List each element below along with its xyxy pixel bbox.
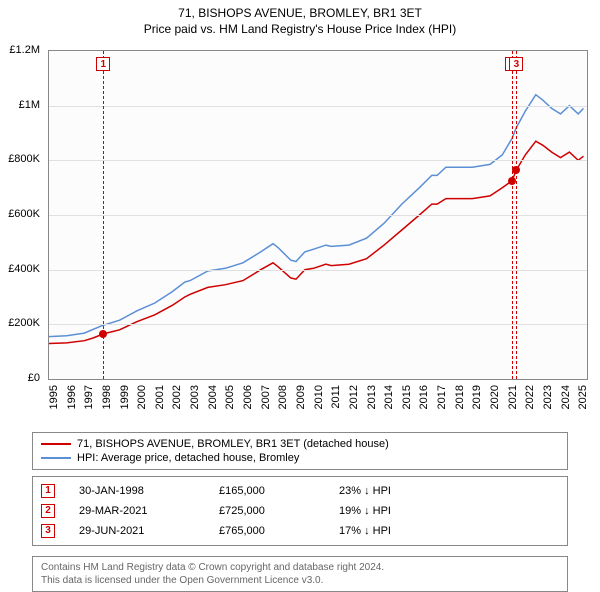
event-pct: 23% ↓ HPI: [339, 485, 449, 497]
x-tick-label: 2005: [224, 385, 236, 409]
x-axis: 1995 1996 1997 1998 1999 2000 2001 2002 2003 2004…: [48, 381, 588, 431]
x-tick-label: 2013: [366, 385, 378, 409]
x-tick-label: 2022: [524, 385, 536, 409]
x-tick-label: 1998: [101, 385, 113, 409]
event-legend-row: 1 30-JAN-1998£165,00023% ↓ HPI: [41, 481, 559, 501]
x-tick-label: 2010: [313, 385, 325, 409]
event-date: 29-JUN-2021: [79, 525, 219, 537]
event-legend-marker: 2: [41, 504, 55, 518]
x-tick-label: 2000: [136, 385, 148, 409]
x-tick-label: 2024: [560, 385, 572, 409]
event-legend-row: 2 29-MAR-2021£725,00019% ↓ HPI: [41, 501, 559, 521]
series-line-price_paid: [49, 141, 584, 343]
event-price: £165,000: [219, 485, 339, 497]
legend-events-box: 1 30-JAN-1998£165,00023% ↓ HPI 2 29-MAR-202…: [32, 476, 568, 546]
event-line: [512, 51, 513, 379]
price-point-dot: [508, 177, 516, 185]
legend-row: HPI: Average price, detached house, Brom…: [41, 451, 559, 465]
x-tick-label: 2025: [577, 385, 589, 409]
x-tick-label: 2007: [260, 385, 272, 409]
credit-line-1: Contains HM Land Registry data © Crown c…: [41, 561, 559, 574]
y-tick-label: £0: [28, 372, 40, 384]
gridline: [49, 106, 587, 107]
title-subtitle: Price paid vs. HM Land Registry's House …: [0, 22, 600, 36]
x-tick-label: 2023: [542, 385, 554, 409]
event-legend-row: 3 29-JUN-2021£765,00017% ↓ HPI: [41, 521, 559, 541]
legend-swatch: [41, 443, 71, 445]
title-block: 71, BISHOPS AVENUE, BROMLEY, BR1 3ET Pri…: [0, 0, 600, 36]
event-date: 29-MAR-2021: [79, 505, 219, 517]
gridline: [49, 324, 587, 325]
event-marker: 3: [509, 57, 523, 71]
y-tick-label: £1.2M: [9, 44, 40, 56]
y-tick-label: £200K: [8, 317, 40, 329]
title-address: 71, BISHOPS AVENUE, BROMLEY, BR1 3ET: [0, 6, 600, 20]
legend-series-box: 71, BISHOPS AVENUE, BROMLEY, BR1 3ET (de…: [32, 432, 568, 470]
x-tick-label: 2020: [489, 385, 501, 409]
price-point-dot: [512, 166, 520, 174]
gridline: [49, 215, 587, 216]
event-pct: 17% ↓ HPI: [339, 525, 449, 537]
chart-container: 71, BISHOPS AVENUE, BROMLEY, BR1 3ET Pri…: [0, 0, 600, 590]
x-tick-label: 2006: [242, 385, 254, 409]
x-tick-label: 1996: [66, 385, 78, 409]
legend-label: 71, BISHOPS AVENUE, BROMLEY, BR1 3ET (de…: [77, 438, 389, 450]
price-point-dot: [99, 330, 107, 338]
x-tick-label: 2019: [471, 385, 483, 409]
event-price: £725,000: [219, 505, 339, 517]
x-tick-label: 2021: [507, 385, 519, 409]
credits-box: Contains HM Land Registry data © Crown c…: [32, 556, 568, 592]
x-tick-label: 2012: [348, 385, 360, 409]
event-price: £765,000: [219, 525, 339, 537]
event-pct: 19% ↓ HPI: [339, 505, 449, 517]
gridline: [49, 160, 587, 161]
x-tick-label: 1995: [48, 385, 60, 409]
credit-line-2: This data is licensed under the Open Gov…: [41, 574, 559, 587]
event-legend-marker: 1: [41, 484, 55, 498]
x-tick-label: 2015: [401, 385, 413, 409]
legend-label: HPI: Average price, detached house, Brom…: [77, 452, 299, 464]
x-tick-label: 2004: [207, 385, 219, 409]
x-tick-label: 2001: [154, 385, 166, 409]
y-tick-label: £1M: [19, 99, 40, 111]
x-tick-label: 2002: [171, 385, 183, 409]
gridline: [49, 270, 587, 271]
y-tick-label: £800K: [8, 153, 40, 165]
y-tick-label: £600K: [8, 208, 40, 220]
x-tick-label: 2018: [454, 385, 466, 409]
chart-plot-area: 123: [48, 50, 588, 380]
x-tick-label: 2009: [295, 385, 307, 409]
x-tick-label: 2003: [189, 385, 201, 409]
x-tick-label: 2016: [418, 385, 430, 409]
x-tick-label: 2014: [383, 385, 395, 409]
x-tick-label: 2011: [330, 385, 342, 409]
y-axis: £0£200K£400K£600K£800K£1M£1.2M: [0, 50, 44, 380]
legend-swatch: [41, 457, 71, 459]
event-marker: 1: [96, 57, 110, 71]
legend-row: 71, BISHOPS AVENUE, BROMLEY, BR1 3ET (de…: [41, 437, 559, 451]
event-line: [516, 51, 517, 379]
event-legend-marker: 3: [41, 524, 55, 538]
x-tick-label: 2017: [436, 385, 448, 409]
x-tick-label: 1997: [83, 385, 95, 409]
x-tick-label: 1999: [119, 385, 131, 409]
x-tick-label: 2008: [277, 385, 289, 409]
event-date: 30-JAN-1998: [79, 485, 219, 497]
y-tick-label: £400K: [8, 263, 40, 275]
